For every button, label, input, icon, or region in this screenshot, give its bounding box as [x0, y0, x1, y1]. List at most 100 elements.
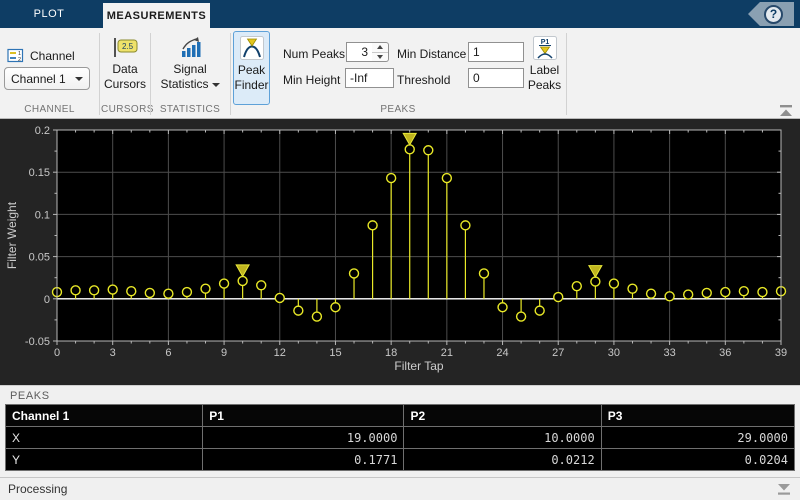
spinner-up-button[interactable] — [372, 43, 388, 53]
tab-measurements[interactable]: MEASUREMENTS — [103, 3, 210, 28]
label-peaks-label-line1: Label — [529, 63, 560, 77]
svg-text:0.05: 0.05 — [29, 252, 50, 264]
tab-bar: PLOT MEASUREMENTS ? — [0, 0, 800, 28]
data-cursors-label-line2: Cursors — [103, 77, 146, 91]
stem-plot[interactable]: 0 3 6 9 12 15 18 21 24 27 30 33 36 39-0.0500.050.10.1… — [0, 119, 800, 385]
table-header-row: Channel 1 P1 P2 P3 — [4, 404, 796, 427]
help-button[interactable]: ? — [748, 2, 794, 26]
header-p2: P2 — [403, 404, 602, 427]
svg-text:33: 33 — [663, 347, 675, 359]
svg-text:P1: P1 — [540, 39, 549, 46]
signal-statistics-label-line1: Signal — [173, 62, 207, 76]
num-peaks-spinner — [372, 42, 389, 62]
channel-select-value: Channel 1 — [11, 71, 66, 86]
header-p3: P3 — [600, 404, 796, 427]
section-label-cursors: CURSORS — [101, 104, 154, 115]
y-p3-value: 0.0204 — [600, 448, 796, 471]
spinner-down-button[interactable] — [372, 53, 388, 62]
peak-finder-label-line2: Finder — [234, 78, 269, 92]
svg-text:27: 27 — [552, 347, 564, 359]
channel-label-row: 1 2 Channel — [7, 48, 75, 63]
data-cursors-icon: 2.5 — [114, 38, 138, 57]
svg-text:3: 3 — [110, 347, 116, 359]
section-divider — [230, 33, 231, 115]
svg-text:39: 39 — [775, 347, 787, 359]
peak-finder-label-line1: Peak — [237, 63, 266, 77]
measurements-toolstrip: 1 2 Channel Channel 1 CHANNEL 2.5 Data C… — [0, 28, 800, 119]
x-p2-value: 10.0000 — [403, 426, 602, 449]
channel-icon: 1 2 — [7, 48, 24, 63]
svg-text:0: 0 — [44, 294, 50, 306]
section-label-peaks: PEAKS — [380, 104, 416, 115]
section-label-statistics: STATISTICS — [159, 104, 221, 115]
peaks-panel-title: PEAKS — [10, 390, 50, 402]
svg-text:0.1: 0.1 — [35, 209, 50, 221]
min-height-label: Min Height — [283, 73, 341, 87]
signal-statistics-label-line2: Statistics — [160, 77, 209, 91]
expand-panel-icon[interactable] — [776, 483, 792, 496]
num-peaks-label: Num Peaks — [283, 47, 346, 61]
section-divider — [566, 33, 567, 115]
min-distance-label: Min Distance — [397, 47, 467, 61]
svg-text:2: 2 — [18, 57, 21, 63]
y-p1-value: 0.1771 — [202, 448, 405, 471]
chevron-down-icon — [211, 82, 220, 87]
data-cursors-label-line1: Data — [112, 62, 138, 76]
signal-statistics-button[interactable]: Signal Statistics — [152, 31, 228, 105]
label-peaks-label-line2: Peaks — [527, 78, 562, 92]
svg-text:2.5: 2.5 — [122, 42, 134, 51]
chevron-down-icon — [75, 76, 83, 81]
peaks-table: Channel 1 P1 P2 P3 X 19.0000 10.0000 29.… — [4, 404, 796, 471]
label-peaks-button[interactable]: P1 Label Peaks — [526, 31, 563, 105]
label-peaks-icon: P1 — [532, 36, 557, 60]
svg-text:0.2: 0.2 — [35, 125, 50, 137]
svg-text:12: 12 — [274, 347, 286, 359]
triangle-up-icon — [377, 45, 383, 50]
channel-label: Channel — [30, 48, 75, 63]
peak-finder-button[interactable]: Peak Finder — [233, 31, 270, 105]
status-bar: Processing — [0, 477, 800, 500]
triangle-down-icon — [377, 54, 383, 59]
help-icon: ? — [764, 4, 783, 24]
svg-text:9: 9 — [221, 347, 227, 359]
num-peaks-input[interactable]: 3 — [346, 42, 373, 62]
header-channel: Channel 1 — [4, 404, 204, 427]
channel-select[interactable]: Channel 1 — [4, 67, 90, 90]
x-p1-value: 19.0000 — [202, 426, 405, 449]
threshold-label: Threshold — [397, 73, 451, 87]
svg-text:Filter Tap: Filter Tap — [394, 359, 443, 373]
header-p1: P1 — [202, 404, 405, 427]
threshold-input[interactable]: 0 — [468, 68, 524, 88]
svg-text:Filter Weight: Filter Weight — [5, 201, 19, 269]
svg-text:1: 1 — [18, 51, 21, 57]
peak-finder-icon — [239, 36, 264, 60]
tab-plot[interactable]: PLOT — [33, 8, 65, 20]
svg-text:0.15: 0.15 — [29, 167, 50, 179]
section-divider — [150, 33, 151, 115]
min-height-input[interactable]: -Inf — [345, 68, 394, 88]
svg-text:30: 30 — [608, 347, 620, 359]
peaks-panel: PEAKS Channel 1 P1 P2 P3 X 19.0000 10.00… — [0, 385, 800, 477]
svg-text:15: 15 — [329, 347, 341, 359]
plot-figure: 0 3 6 9 12 15 18 21 24 27 30 33 36 39 -0.05 0 0.05 0.1 0.1… — [0, 119, 800, 385]
min-distance-input[interactable]: 1 — [468, 42, 524, 62]
data-cursors-button[interactable]: 2.5 Data Cursors — [101, 31, 149, 105]
y-p2-value: 0.0212 — [403, 448, 602, 471]
svg-text:18: 18 — [385, 347, 397, 359]
svg-text:0: 0 — [54, 347, 60, 359]
table-row-x: X 19.0000 10.0000 29.0000 — [4, 426, 796, 449]
svg-text:24: 24 — [496, 347, 508, 359]
x-p3-value: 29.0000 — [600, 426, 796, 449]
svg-text:36: 36 — [719, 347, 731, 359]
svg-text:-0.05: -0.05 — [25, 336, 50, 348]
section-label-channel: CHANNEL — [24, 104, 75, 115]
row-label-y: Y — [4, 448, 204, 471]
svg-text:21: 21 — [441, 347, 453, 359]
table-row-y: Y 0.1771 0.0212 0.0204 — [4, 448, 796, 471]
row-label-x: X — [4, 426, 204, 449]
status-text: Processing — [8, 482, 68, 496]
signal-statistics-icon — [182, 37, 201, 57]
section-divider — [99, 33, 100, 115]
collapse-toolstrip-icon[interactable] — [778, 104, 794, 117]
